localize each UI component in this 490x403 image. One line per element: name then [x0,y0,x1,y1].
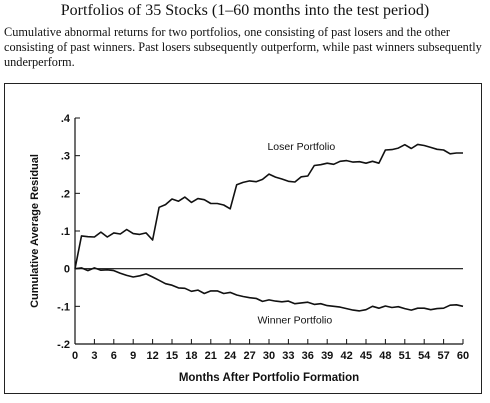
y-tick-label: -.2 [57,339,70,351]
y-tick-label: .4 [61,113,71,125]
x-tick-label: 6 [111,350,117,362]
winner-portfolio-label: Winner Portfolio [258,314,333,326]
x-tick-label: 21 [205,350,217,362]
x-tick-label: 39 [321,350,333,362]
y-tick-label: -.1 [57,301,70,313]
winner-portfolio-line [74,267,464,312]
x-tick-label: 57 [437,350,449,362]
y-axis-label: Cumulative Average Residual [29,154,41,308]
x-tick-label: 15 [166,350,178,362]
x-tick-label: 12 [146,350,158,362]
figure-title: Portfolios of 35 Stocks (1–60 months int… [60,2,430,19]
x-tick-label: 45 [360,350,372,362]
x-tick-label: 0 [72,350,78,362]
figure-caption: Cumulative abnormal returns for two port… [4,25,482,69]
x-tick-label: 33 [282,350,294,362]
x-tick-label: 27 [243,350,255,362]
series-labels: Loser Portfolio Winner Portfolio [258,141,336,326]
x-tick-label: 42 [340,350,352,362]
chart-frame [4,83,482,394]
y-tick-label: .1 [61,226,70,238]
y-tick-label: .3 [61,151,70,163]
loser-portfolio-line [74,143,463,269]
x-axis-label: Months After Portfolio Formation [179,372,359,384]
x-tick-label: 48 [379,350,391,362]
x-tick-label: 24 [224,350,237,362]
x-tick-label: 18 [185,350,197,362]
y-tick-label: .2 [61,188,70,200]
x-tick-label: 3 [91,350,97,362]
y-tick-label: 0 [64,264,70,276]
series-lines [74,143,464,312]
x-tick-label: 60 [457,350,469,362]
x-tick-label: 9 [130,350,136,362]
ticks: 0 3 6 9 12 15 18 21 24 27 30 33 36 39 42 45 48 51 54 57 60-.… [57,113,469,362]
x-tick-label: 51 [399,350,411,362]
x-tick-label: 30 [263,350,275,362]
loser-portfolio-label: Loser Portfolio [267,141,335,153]
x-tick-label: 36 [302,350,314,362]
x-tick-label: 54 [418,350,431,362]
